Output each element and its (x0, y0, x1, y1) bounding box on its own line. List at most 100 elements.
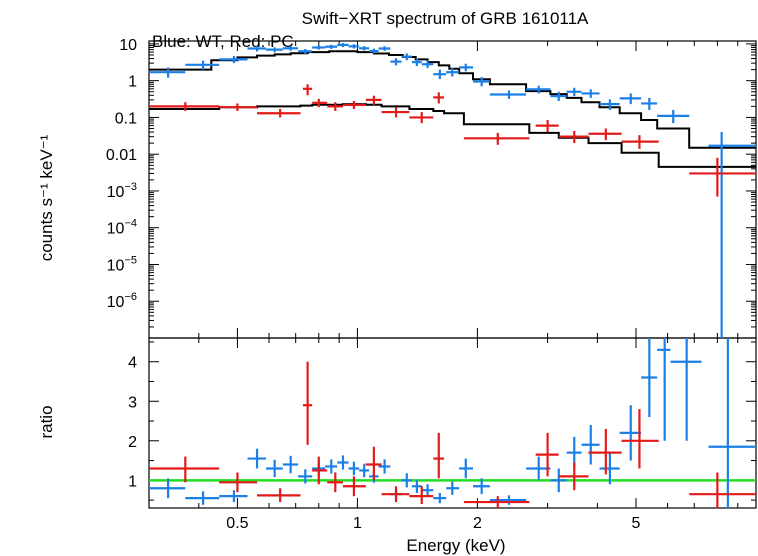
x-tick-label: 2 (473, 515, 482, 532)
ratio-point-wt (337, 455, 349, 470)
top-y-tick-label: 10−5 (107, 254, 137, 274)
spectrum-point-wt (401, 53, 412, 61)
top-y-tick-label: 1 (128, 74, 137, 91)
spectrum-point-pc (219, 103, 258, 111)
ratio-point-wt (473, 478, 490, 495)
ratio-point-pc (257, 488, 301, 503)
ratio-point-wt (359, 463, 370, 478)
top-y-tick-label: 0.01 (106, 147, 137, 164)
ratio-point-wt (459, 458, 474, 479)
spectrum-point-wt (348, 44, 360, 49)
ratio-point-pc (327, 472, 343, 493)
x-tick-label: 1 (353, 515, 362, 532)
top-y-tick-label: 10−3 (107, 181, 137, 201)
spectrum-point-pc (621, 135, 659, 149)
top-y-tick-label: 10 (119, 37, 137, 54)
spectrum-point-pc (409, 112, 434, 124)
spectrum-point-wt (266, 47, 283, 53)
spectrum-point-wt (489, 90, 527, 99)
spectrum-point-wt (581, 89, 600, 98)
ratio-point-wt (185, 491, 220, 505)
spectrum-point-wt (219, 55, 248, 64)
ratio-point-pc (219, 472, 258, 493)
spectrum-point-wt (566, 87, 582, 97)
spectrum-point-pc (535, 120, 559, 133)
ratio-point-wt (421, 484, 434, 497)
bottom-y-tick-label: 2 (128, 434, 137, 451)
ratio-point-wt (247, 448, 267, 469)
spectrum-point-wt (550, 91, 567, 101)
x-tick-label: 0.5 (226, 515, 248, 532)
ratio-point-wt (149, 478, 186, 499)
ratio-point-pc (302, 361, 313, 445)
ratio-point-pc (621, 409, 659, 469)
spectrum-point-pc (312, 98, 328, 108)
ratio-point-wt (433, 492, 447, 504)
spectrum-point-wt (599, 99, 620, 110)
ratio-point-pc (558, 462, 589, 491)
spectrum-point-wt (459, 63, 474, 72)
plot-layer: 0.5 1 2 5 10 1 0.1 0.01 10−3 10−4 10−5 10−6 1 2 3 4 (106, 37, 757, 532)
ratio-point-pc (312, 456, 328, 485)
spectrum-point-pc (433, 92, 445, 104)
ratio-point-wt (401, 473, 412, 488)
chart-title: Swift−XRT spectrum of GRB 161011A (302, 9, 589, 28)
spectrum-point-wt (298, 48, 313, 55)
model-curve-2 (149, 103, 756, 168)
spectrum-point-wt (185, 60, 220, 70)
spectrum-point-wt (641, 97, 658, 110)
ratio-point-wt (489, 495, 527, 505)
ratio-point-wt (298, 469, 313, 484)
spectrum-point-wt (708, 132, 756, 338)
ratio-point-wt (657, 338, 671, 441)
ratio-point-wt (411, 479, 422, 493)
spectrum-point-wt (411, 58, 422, 67)
bottom-y-tick-label: 3 (128, 394, 137, 411)
spectrum-point-wt (149, 67, 186, 78)
spectrum-point-wt (446, 68, 460, 77)
ratio-point-wt (446, 481, 460, 495)
ratio-point-pc (342, 476, 366, 497)
spectrum-point-wt (473, 77, 490, 87)
spectrum-point-wt (312, 45, 326, 50)
ratio-point-wt (325, 459, 338, 474)
top-y-tick-label: 10−6 (107, 291, 137, 311)
spectrum-point-pc (365, 95, 382, 105)
spectrum-point-wt (390, 58, 402, 66)
ratio-point-pc (463, 496, 530, 508)
ratio-point-wt (282, 455, 299, 474)
spectrum-point-wt (433, 69, 447, 80)
spectrum-point-wt (619, 93, 642, 105)
top-ylabel: counts s⁻¹ keV⁻¹ (37, 134, 56, 261)
spectrum-point-wt (421, 60, 434, 69)
ratio-point-wt (581, 424, 600, 465)
ratio-point-wt (550, 468, 567, 493)
model-curve-1 (149, 50, 756, 149)
top-panel-frame (148, 40, 757, 339)
ratio-point-wt (348, 461, 360, 476)
ratio-point-wt (526, 456, 551, 481)
ratio-point-wt (378, 459, 391, 474)
spectrum-point-wt (369, 48, 379, 54)
spectrum-point-pc (257, 108, 301, 118)
bottom-y-tick-label: 1 (128, 473, 137, 490)
spectrum-point-pc (342, 100, 366, 109)
bottom-ylabel: ratio (37, 405, 56, 438)
spectrum-point-pc (463, 132, 530, 145)
spectrum-point-wt (337, 42, 349, 48)
ratio-point-pc (149, 456, 220, 483)
ratio-point-pc (433, 432, 445, 479)
spectrum-point-wt (282, 46, 299, 51)
ratio-point-wt (266, 459, 283, 478)
ratio-point-wt (619, 405, 642, 461)
ratio-point-pc (535, 432, 559, 477)
spectrum-point-wt (526, 85, 551, 94)
ratio-point-wt (599, 452, 620, 485)
spectrum-point-pc (381, 107, 410, 118)
spectrum-point-wt (378, 46, 391, 51)
top-y-tick-label: 0.1 (115, 110, 137, 127)
bottom-y-tick-label: 4 (128, 355, 137, 372)
bottom-panel-frame (148, 337, 757, 509)
spectrum-point-pc (558, 130, 589, 144)
